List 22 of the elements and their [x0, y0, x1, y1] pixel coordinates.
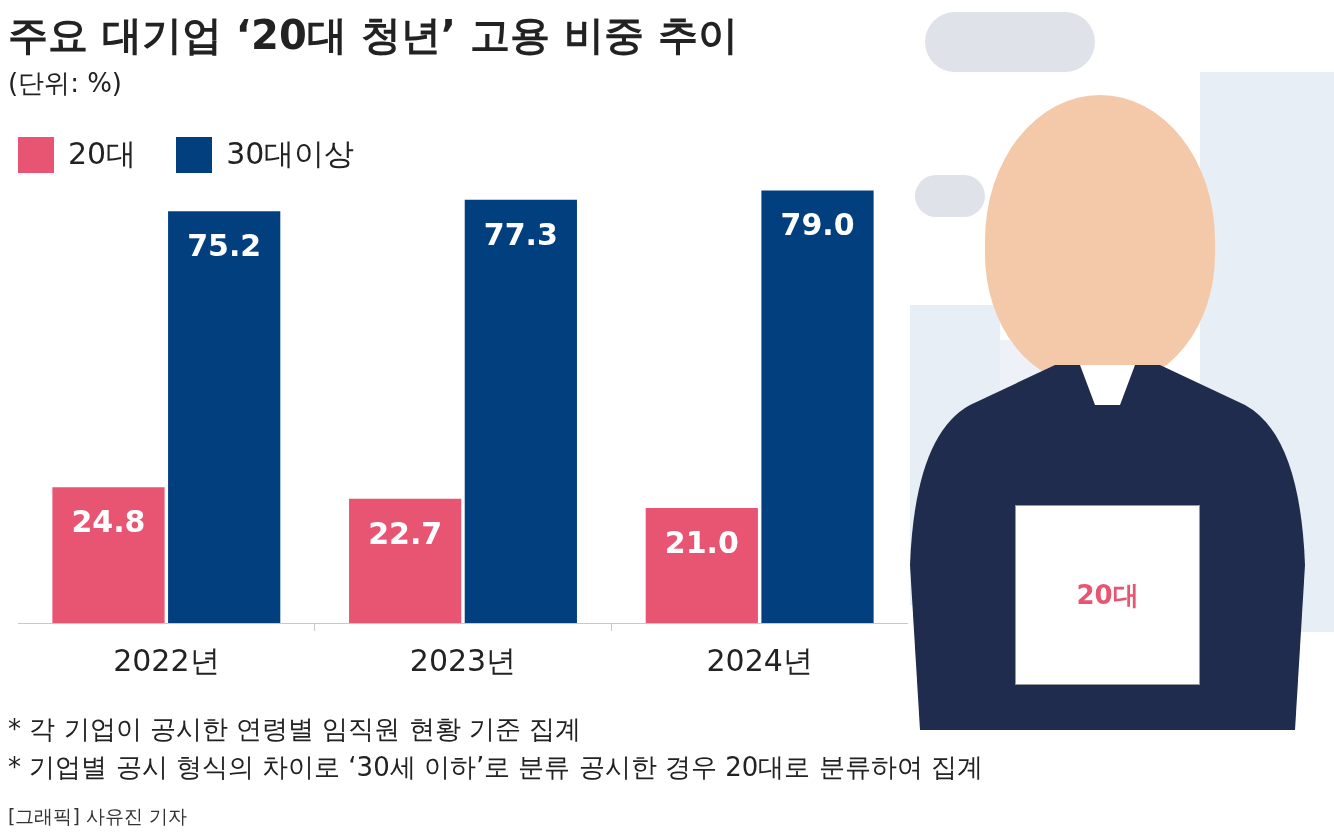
bar: [349, 498, 462, 623]
data-label: 21.0: [664, 524, 739, 560]
legend-label: 20대: [68, 135, 137, 173]
chart-title: 주요 대기업 ‘20대 청년’ 고용 비중 추이: [8, 11, 738, 60]
bar: [464, 199, 577, 623]
legend-label: 30대이상: [226, 135, 355, 173]
bar: [645, 508, 758, 623]
x-tick-label: 2022년: [113, 642, 220, 678]
data-label: 24.8: [71, 504, 146, 540]
text: [그래픽] 사유진 기자: [8, 804, 187, 829]
chart-subtitle: (단위: %): [8, 67, 123, 100]
bar: [761, 190, 874, 623]
bar: [168, 211, 281, 623]
text: * 기업별 공시 형식의 차이로 ‘30세 이하’로 분류 공시한 경우 20대로 분류하여 집계: [8, 751, 983, 784]
data-label: 75.2: [187, 228, 262, 264]
data-label: 79.0: [780, 207, 855, 243]
bar: [52, 487, 165, 623]
x-tick-label: 2023년: [409, 642, 517, 678]
data-label: 77.3: [483, 216, 558, 252]
data-label: 22.7: [368, 515, 443, 551]
text: * 각 기업이 공시한 연령별 임직원 현황 기준 집계: [8, 713, 583, 746]
x-tick-label: 2024년: [706, 642, 813, 678]
